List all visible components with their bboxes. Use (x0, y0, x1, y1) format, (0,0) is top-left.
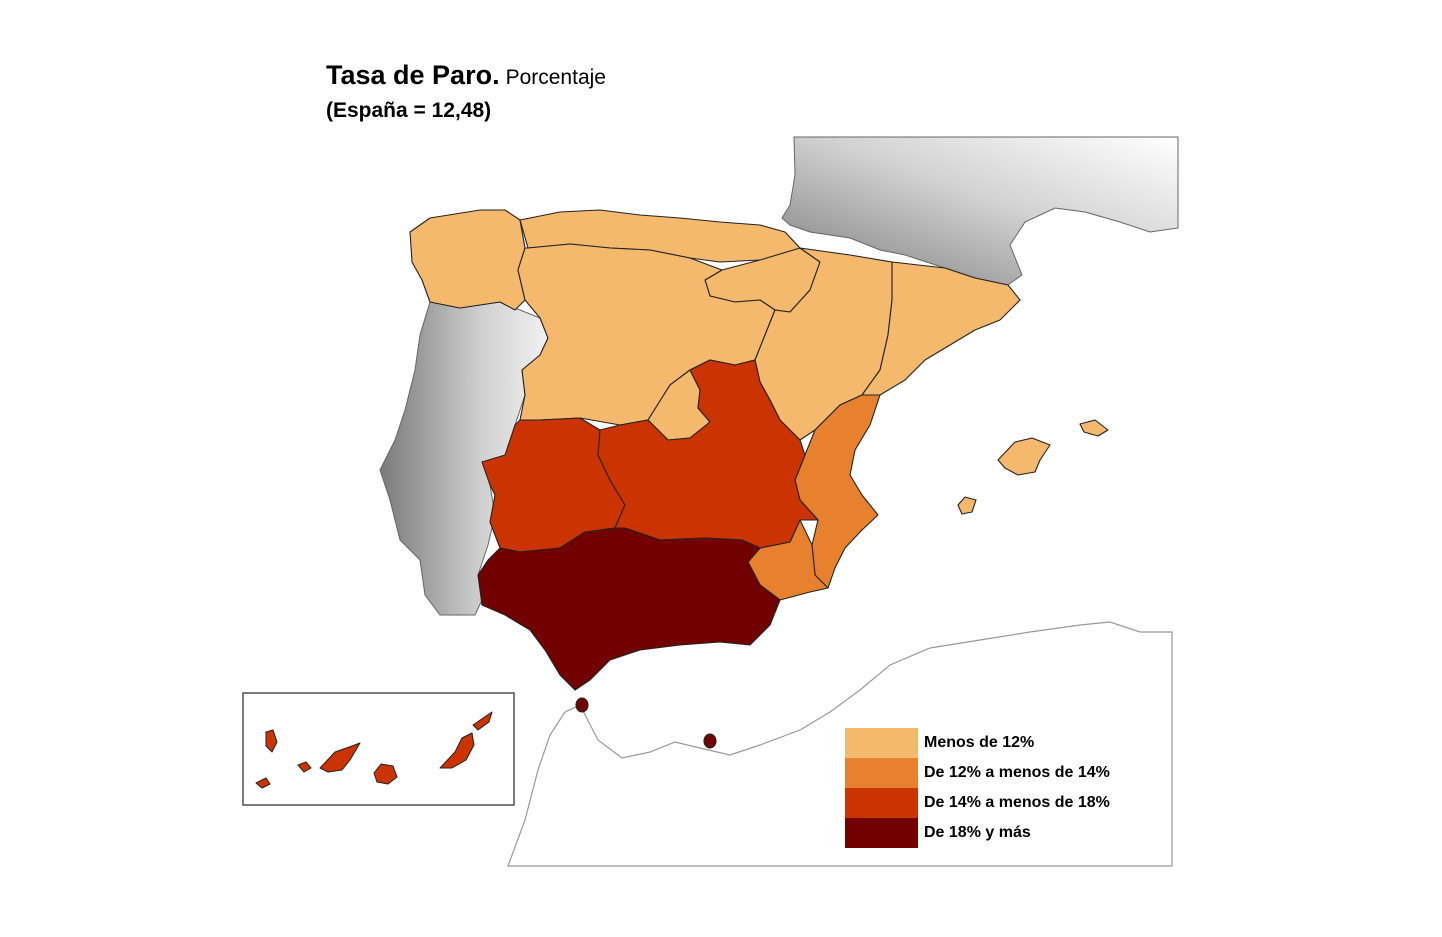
region-canarias (255, 711, 493, 789)
legend: Menos de 12% De 12% a menos de 14% De 14… (845, 728, 1110, 848)
spain-average-note: (España = 12,48) (326, 99, 492, 122)
island-gran-canaria (373, 763, 398, 785)
region-cataluna (861, 261, 1021, 396)
legend-label: De 12% a menos de 14% (924, 764, 1110, 781)
title-line: Tasa de Paro. Porcentaje (326, 62, 606, 89)
legend-swatch-mid-low (845, 758, 918, 788)
map-subtitle: Porcentaje (505, 66, 606, 89)
region-baleares-ibiza (957, 496, 977, 515)
region-melilla (703, 733, 717, 749)
region-andalucia (477, 527, 781, 691)
legend-item: De 12% a menos de 14% (845, 758, 1110, 788)
regions-high (477, 527, 781, 749)
region-baleares-menorca (1079, 419, 1109, 437)
legend-label: De 18% y más (924, 824, 1031, 841)
title-block: Tasa de Paro. Porcentaje (España = 12,48) (326, 62, 606, 123)
legend-item: De 14% a menos de 18% (845, 788, 1110, 818)
regions-mid-high (481, 359, 819, 553)
island-tenerife (319, 742, 361, 773)
legend-label: De 14% a menos de 18% (924, 794, 1110, 811)
canary-islands-inset-frame (242, 692, 515, 806)
regions-mid-low (747, 394, 881, 601)
legend-swatch-mid-high (845, 788, 918, 818)
legend-item: De 18% y más (845, 818, 1110, 848)
legend-item: Menos de 12% (845, 728, 1110, 758)
island-fuerteventura (439, 732, 475, 769)
legend-swatch-low (845, 728, 918, 758)
island-la-gomera (297, 761, 312, 773)
region-galicia (409, 209, 526, 311)
north-africa-coast (507, 621, 1173, 867)
island-lanzarote (472, 711, 493, 731)
island-el-hierro (255, 777, 271, 789)
island-la-palma (265, 729, 278, 753)
map-title: Tasa de Paro. (326, 60, 500, 90)
region-baleares-mallorca (997, 437, 1051, 476)
legend-label: Menos de 12% (924, 734, 1035, 751)
legend-swatch-high (845, 818, 918, 848)
region-ceuta (575, 697, 589, 713)
